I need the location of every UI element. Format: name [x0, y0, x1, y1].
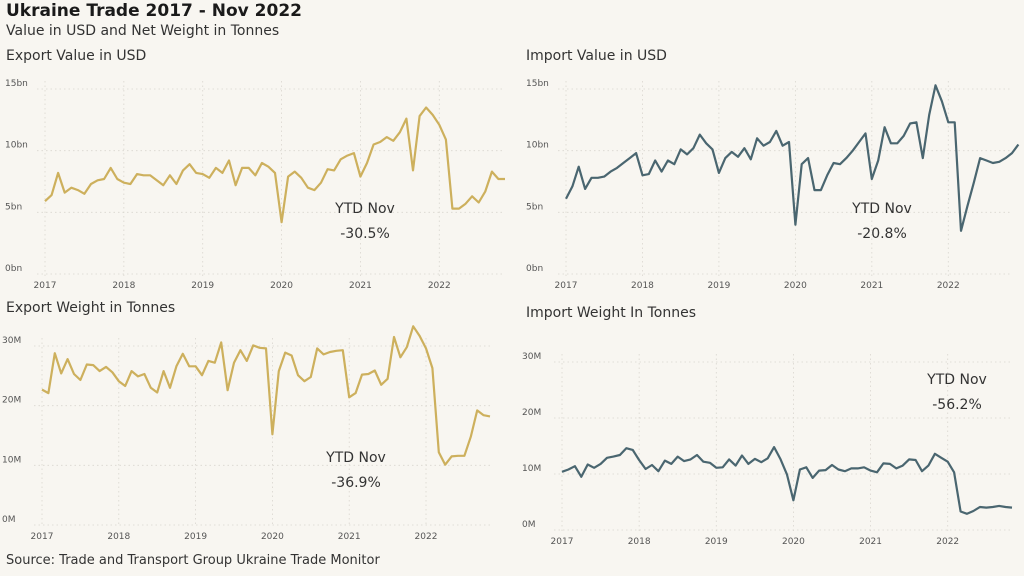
- import-value-xtick: 2021: [860, 281, 883, 291]
- import-value-title: Import Value in USD: [526, 48, 667, 64]
- import-value-ytd-label: YTD Nov: [851, 201, 912, 217]
- import-weight-ytick: 20M: [522, 408, 541, 418]
- import-value-ytick: 10bn: [526, 141, 549, 151]
- import-value-xtick: 2018: [631, 281, 654, 291]
- export-weight-ytd-label: YTD Nov: [325, 450, 386, 466]
- import-weight-xtick: 2017: [551, 537, 574, 547]
- import-weight-ytick: 30M: [522, 352, 541, 362]
- export-value-series-line: [44, 106, 505, 224]
- export-weight-ytick: 0M: [2, 515, 16, 525]
- export-weight-ytick: 20M: [2, 396, 21, 406]
- import-weight-xtick: 2021: [859, 537, 882, 547]
- export-value-ytick: 5bn: [5, 202, 22, 212]
- import-weight-title: Import Weight In Tonnes: [526, 305, 696, 321]
- export-weight-xtick: 2018: [107, 532, 130, 542]
- export-value-ytick: 10bn: [5, 141, 28, 151]
- import-weight-ytick: 10M: [522, 464, 541, 474]
- export-weight-xtick: 2020: [261, 532, 284, 542]
- export-value-xtick: 2018: [112, 281, 135, 291]
- export-weight-xtick: 2017: [31, 532, 54, 542]
- export-value-ytick: 0bn: [5, 264, 22, 274]
- import-weight-ytick: 0M: [522, 520, 536, 530]
- export-value-xtick: 2021: [349, 281, 372, 291]
- export-value-ytick: 15bn: [5, 79, 28, 89]
- export-value-ytd-label: YTD Nov: [334, 201, 395, 217]
- import-value-xtick: 2017: [555, 281, 578, 291]
- page-subtitle: Value in USD and Net Weight in Tonnes: [6, 23, 280, 39]
- export-value-xtick: 2017: [34, 281, 57, 291]
- export-value-ytd-value: -30.5%: [340, 226, 390, 242]
- import-weight-xtick: 2022: [936, 537, 959, 547]
- import-value-ytick: 0bn: [526, 264, 543, 274]
- import-weight-xtick: 2018: [628, 537, 651, 547]
- import-weight-series-line: [561, 446, 1013, 515]
- export-weight-xtick: 2019: [184, 532, 207, 542]
- export-weight-ytd-value: -36.9%: [331, 475, 381, 491]
- import-value-ytick: 5bn: [526, 202, 543, 212]
- import-weight-xtick: 2019: [705, 537, 728, 547]
- export-weight-title: Export Weight in Tonnes: [6, 300, 176, 316]
- import-weight-xtick: 2020: [782, 537, 805, 547]
- export-weight-xtick: 2022: [415, 532, 438, 542]
- export-value-title: Export Value in USD: [6, 48, 147, 64]
- import-value-series-line: [565, 84, 1020, 232]
- export-weight-xtick: 2021: [338, 532, 361, 542]
- import-value-ytick: 15bn: [526, 79, 549, 89]
- export-value-xtick: 2019: [191, 281, 214, 291]
- import-weight-ytd-value: -56.2%: [932, 397, 982, 413]
- import-value-ytd-value: -20.8%: [857, 226, 907, 242]
- import-value-xtick: 2019: [707, 281, 730, 291]
- page-title: Ukraine Trade 2017 - Nov 2022: [6, 1, 302, 21]
- import-value-xtick: 2022: [937, 281, 960, 291]
- import-value-xtick: 2020: [784, 281, 807, 291]
- export-weight-ytick: 30M: [2, 336, 21, 346]
- export-weight-ytick: 10M: [2, 455, 21, 465]
- export-weight-series-line: [41, 325, 491, 466]
- source-note: Source: Trade and Transport Group Ukrain…: [6, 553, 380, 568]
- export-value-xtick: 2020: [270, 281, 293, 291]
- import-weight-ytd-label: YTD Nov: [926, 372, 987, 388]
- export-value-xtick: 2022: [428, 281, 451, 291]
